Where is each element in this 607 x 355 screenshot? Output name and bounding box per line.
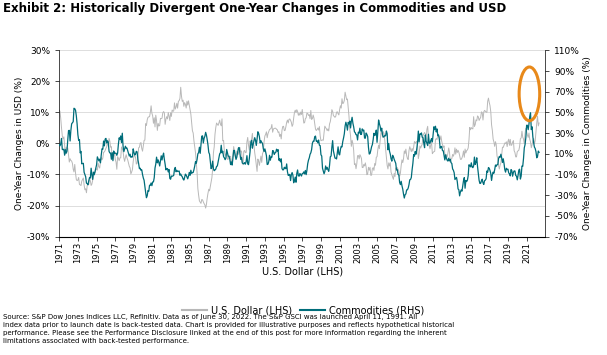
Text: Exhibit 2: Historically Divergent One-Year Changes in Commodities and USD: Exhibit 2: Historically Divergent One-Ye… xyxy=(3,2,506,15)
Text: Source: S&P Dow Jones Indices LLC, Refinitiv. Data as of June 30, 2022. The S&P : Source: S&P Dow Jones Indices LLC, Refin… xyxy=(3,314,454,344)
Y-axis label: One-Year Changes in USD (%): One-Year Changes in USD (%) xyxy=(15,77,24,210)
X-axis label: U.S. Dollar (LHS): U.S. Dollar (LHS) xyxy=(262,266,343,276)
Legend: U.S. Dollar (LHS), Commodities (RHS): U.S. Dollar (LHS), Commodities (RHS) xyxy=(178,301,429,319)
Y-axis label: One-Year Changes in Commodities (%): One-Year Changes in Commodities (%) xyxy=(583,56,592,230)
